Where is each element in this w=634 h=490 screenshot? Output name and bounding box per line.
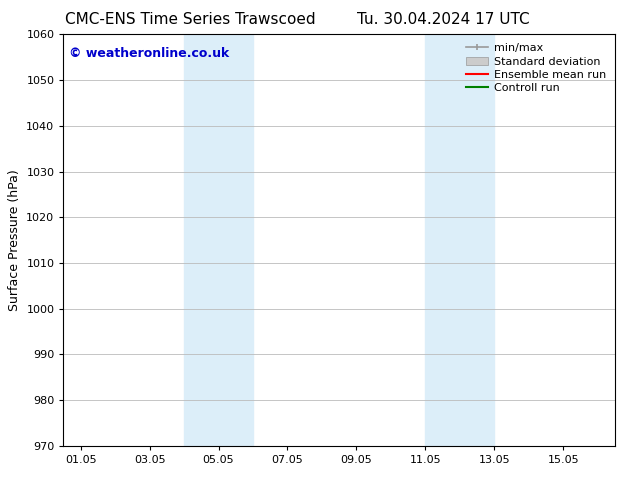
Legend: min/max, Standard deviation, Ensemble mean run, Controll run: min/max, Standard deviation, Ensemble me…: [463, 40, 609, 97]
Text: CMC-ENS Time Series Trawscoed: CMC-ENS Time Series Trawscoed: [65, 12, 316, 27]
Y-axis label: Surface Pressure (hPa): Surface Pressure (hPa): [8, 169, 21, 311]
Text: Tu. 30.04.2024 17 UTC: Tu. 30.04.2024 17 UTC: [358, 12, 530, 27]
Bar: [425, 34, 495, 446]
Bar: [184, 34, 253, 446]
Text: © weatheronline.co.uk: © weatheronline.co.uk: [69, 47, 229, 60]
